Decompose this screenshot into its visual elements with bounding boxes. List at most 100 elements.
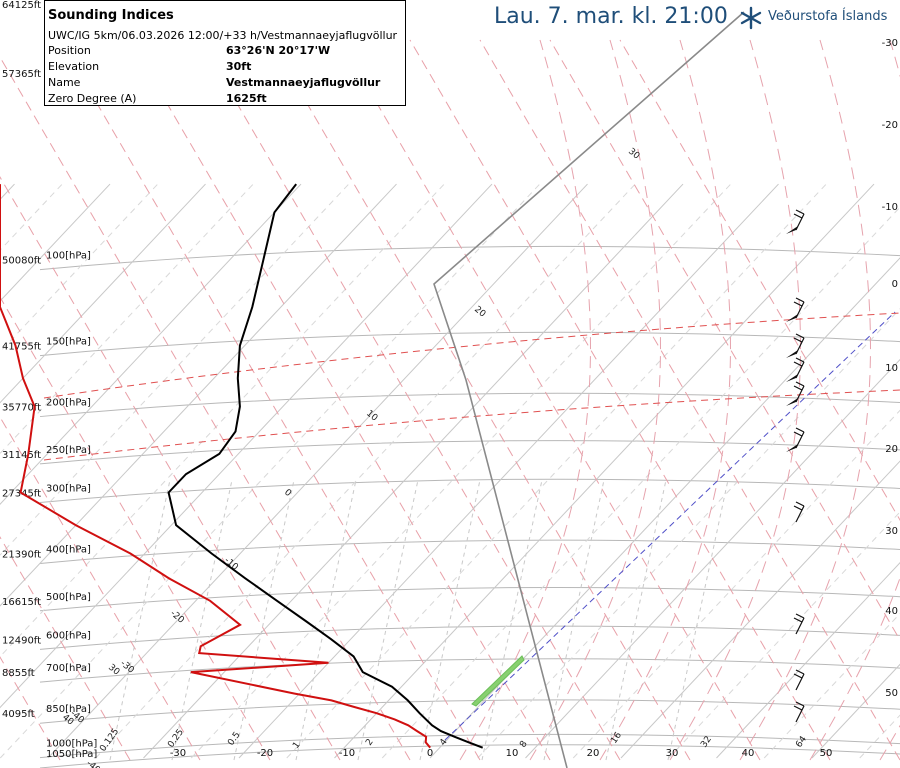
- wind-barb-icon: [786, 333, 805, 358]
- isotherm-line: [381, 206, 900, 759]
- wind-barb-icon: [793, 669, 805, 691]
- mixing-ratio-label: 8: [518, 739, 530, 750]
- temperature-tick-label: 0: [427, 748, 433, 759]
- mixing-ratio-line: [667, 479, 729, 761]
- pressure-label: 250[hPa]: [46, 445, 91, 456]
- isotherm-line: [763, 612, 900, 759]
- temperature-tick-label-right: 40: [885, 606, 898, 617]
- isotherm-line: [811, 663, 900, 759]
- dry-adiabat: [0, 56, 411, 761]
- height-label: 50080ft: [2, 256, 41, 267]
- height-label: 57365ft: [2, 69, 41, 80]
- info-value: 30ft: [226, 60, 252, 73]
- info-value: 1625ft: [226, 92, 267, 105]
- pressure-label: 150[hPa]: [46, 337, 91, 348]
- height-label: 8855ft: [2, 668, 35, 679]
- info-key: Zero Degree (A): [48, 92, 137, 105]
- temperature-tick-label-right: 30: [885, 526, 898, 537]
- brand-name: Veðurstofa Íslands: [768, 9, 888, 24]
- isotherm-label: 30: [626, 147, 641, 162]
- pressure-label: 300[hPa]: [46, 483, 91, 494]
- info-value: Vestmannaeyjaflugvöllur: [226, 76, 381, 89]
- reference-line: [444, 311, 896, 741]
- wind-barb-icon: [786, 357, 805, 382]
- isotherm-label: 0: [282, 488, 293, 500]
- height-label: 35770ft: [2, 403, 41, 414]
- pressure-label: 500[hPa]: [46, 592, 91, 603]
- isotherm-label: -20: [168, 609, 186, 626]
- mixing-ratio-label: 32: [699, 735, 714, 750]
- isotherm-line: [668, 511, 900, 759]
- temperature-tick-label: 40: [742, 748, 755, 759]
- isotherm-line: [859, 714, 900, 759]
- isotherm-line: [0, 183, 111, 302]
- info-key: Position: [48, 44, 91, 57]
- isobar-line: [39, 733, 900, 759]
- isotherm-label: 20: [472, 305, 487, 320]
- info-row-name: Name Vestmannaeyjaflugvöllur: [48, 76, 398, 92]
- isotherm-label: 10: [364, 409, 379, 424]
- temperature-tick-label: 20: [587, 748, 600, 759]
- temperature-tick-label-right: 0: [892, 279, 898, 290]
- dry-adiabat: [0, 296, 271, 761]
- isobar-line: [39, 539, 900, 564]
- dry-adiabat: [479, 39, 900, 761]
- pressure-label: 700[hPa]: [46, 663, 91, 674]
- temperature-tick-label-right: 50: [885, 688, 898, 699]
- panel-title: Sounding Indices: [48, 8, 174, 23]
- info-value: 63°26'N 20°17'W: [226, 44, 331, 57]
- info-row-zero-degree: Zero Degree (A) 1625ft: [48, 92, 398, 108]
- sounding-indices-panel: Sounding Indices UWC/IG 5km/06.03.2026 1…: [44, 0, 406, 106]
- dry-adiabat: [199, 39, 621, 761]
- isotherm-line: [0, 183, 493, 709]
- forecast-time-title: Lau. 7. mar. kl. 21:00: [494, 4, 728, 29]
- temperature-tick-label: 50: [820, 748, 833, 759]
- mixing-ratio-line: [109, 479, 171, 761]
- height-label: 21390ft: [2, 549, 41, 560]
- isotherm-line: [0, 183, 397, 607]
- wind-barb-icon: [786, 209, 805, 234]
- pressure-label: 100[hPa]: [46, 251, 91, 262]
- moist-adiabat: [599, 39, 731, 761]
- info-key: Elevation: [48, 60, 100, 73]
- isobar-line: [39, 744, 900, 768]
- isobar-line: [39, 699, 900, 724]
- pressure-label: 850[hPa]: [46, 704, 91, 715]
- snowflake-logo-icon: [740, 6, 762, 30]
- isotherm-line: [0, 183, 302, 506]
- dry-adiabat: [339, 39, 761, 761]
- isobar-line: [39, 331, 900, 357]
- wind-barb-icon: [793, 701, 805, 723]
- cape-area: [471, 655, 525, 707]
- dry-adiabat: [269, 39, 691, 761]
- isotherm-line: [238, 183, 779, 759]
- pressure-label: 1000[hPa]: [46, 739, 97, 750]
- mixing-ratio-label: 4: [438, 737, 450, 748]
- mixing-ratio-line: [233, 479, 295, 761]
- temperature-tick-label: -10: [339, 748, 355, 759]
- isotherm-line: [620, 460, 900, 759]
- isotherm-line: [286, 183, 827, 759]
- mixing-ratio-label: 64: [794, 734, 809, 749]
- pressure-label: 1050[hPa]: [46, 749, 97, 760]
- height-label: 12490ft: [2, 635, 41, 646]
- temperature-tick-label-right: -10: [882, 202, 898, 213]
- pressure-label: 400[hPa]: [46, 544, 91, 555]
- vedurstofa-logo[interactable]: Veðurstofa Íslands: [738, 6, 887, 30]
- isobar-line: [39, 586, 900, 612]
- side-label: -40: [84, 759, 102, 768]
- isotherm-line: [525, 358, 900, 759]
- height-label: 16615ft: [2, 597, 41, 608]
- temperature-tick-label: -20: [257, 748, 273, 759]
- pressure-label: 200[hPa]: [46, 398, 91, 409]
- moist-adiabat: [879, 724, 900, 761]
- isotherm-line: [477, 308, 900, 759]
- isobar-line: [39, 392, 900, 418]
- dry-adiabat: [0, 176, 341, 761]
- isotherm-line: [95, 183, 636, 759]
- temperature-tick-label: -30: [170, 748, 186, 759]
- info-row-position: Position 63°26'N 20°17'W: [48, 44, 398, 60]
- mixing-ratio-label: 2: [364, 737, 375, 747]
